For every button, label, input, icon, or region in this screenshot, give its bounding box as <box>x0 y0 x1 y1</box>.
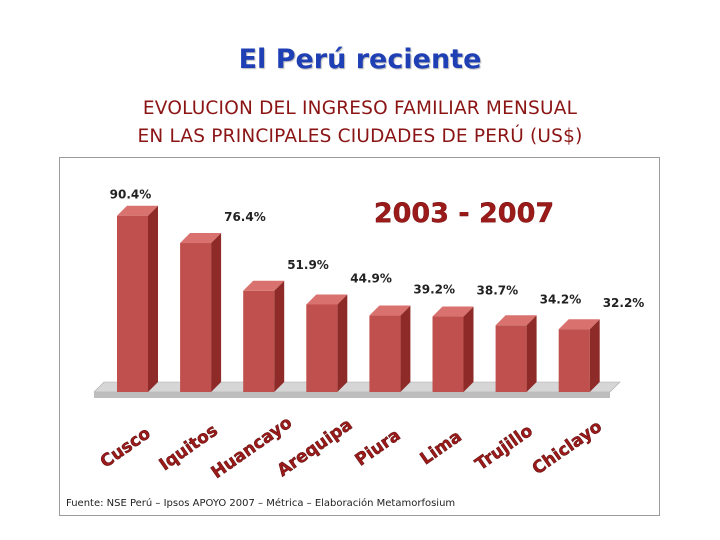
value-label: 34.2% <box>540 292 582 306</box>
bar-huancayo <box>243 280 285 392</box>
source-note: Fuente: NSE Perú – Ipsos APOYO 2007 – Mé… <box>66 497 455 509</box>
bar-side <box>337 294 348 392</box>
bar-side <box>274 280 285 392</box>
bar-front <box>306 304 338 392</box>
bar-front <box>117 215 148 392</box>
bar-piura <box>369 305 411 392</box>
category-label: Cusco <box>97 424 155 473</box>
bar-front <box>243 290 275 392</box>
bar-front <box>432 316 464 392</box>
bar-arequipa <box>306 294 348 392</box>
bar-top <box>558 319 600 330</box>
floor-front <box>94 392 610 398</box>
value-label: 39.2% <box>413 283 455 297</box>
bar-top <box>306 294 348 305</box>
bar-front <box>558 329 590 392</box>
bar-top <box>180 233 222 244</box>
subtitle-line-2: EN LAS PRINCIPALES CIUDADES DE PERÚ (US$… <box>137 126 583 147</box>
bar-side <box>463 306 474 392</box>
bar-cusco <box>117 205 158 392</box>
subtitle-line-1: EVOLUCION DEL INGRESO FAMILIAR MENSUAL <box>142 98 578 119</box>
value-label-group: 90.4% 76.4% 51.9% 44.9% 39.2% 38.7% 34.2% 32.2% <box>110 188 645 310</box>
category-label: Lima <box>417 427 466 470</box>
page-title: El Perú reciente <box>238 44 482 75</box>
bar-side <box>526 315 537 392</box>
bar-top <box>432 306 474 317</box>
bar-chiclayo <box>558 319 600 392</box>
value-label: 38.7% <box>477 284 519 298</box>
bar-top <box>369 305 411 316</box>
bar-side <box>211 233 222 392</box>
value-label: 51.9% <box>287 258 329 272</box>
bar-group <box>117 205 600 392</box>
bar-front <box>495 325 527 392</box>
value-label: 44.9% <box>350 271 392 285</box>
category-label: Piura <box>352 425 405 470</box>
bar-top <box>243 280 285 291</box>
bar-trujillo <box>495 315 537 392</box>
bar-front <box>180 243 212 392</box>
chart-period-label: 2003 - 2007 <box>374 198 554 229</box>
floor-top <box>93 381 621 393</box>
bar-front <box>369 315 401 392</box>
category-label: Trujillo <box>472 421 537 475</box>
bar-side <box>400 305 411 392</box>
bar-lima <box>432 306 474 392</box>
bar-top <box>495 315 537 326</box>
value-label: 76.4% <box>224 210 266 224</box>
value-label: 90.4% <box>110 188 152 202</box>
bar-iquitos <box>180 233 222 392</box>
value-label: 32.2% <box>603 296 645 310</box>
chart-subtitle: EVOLUCION DEL INGRESO FAMILIAR MENSUAL E… <box>0 95 720 151</box>
category-label: Chiclayo <box>529 417 606 479</box>
bar-side <box>589 319 600 392</box>
bar-side <box>148 205 158 392</box>
chart-floor <box>93 381 621 398</box>
bar-top <box>117 205 158 216</box>
